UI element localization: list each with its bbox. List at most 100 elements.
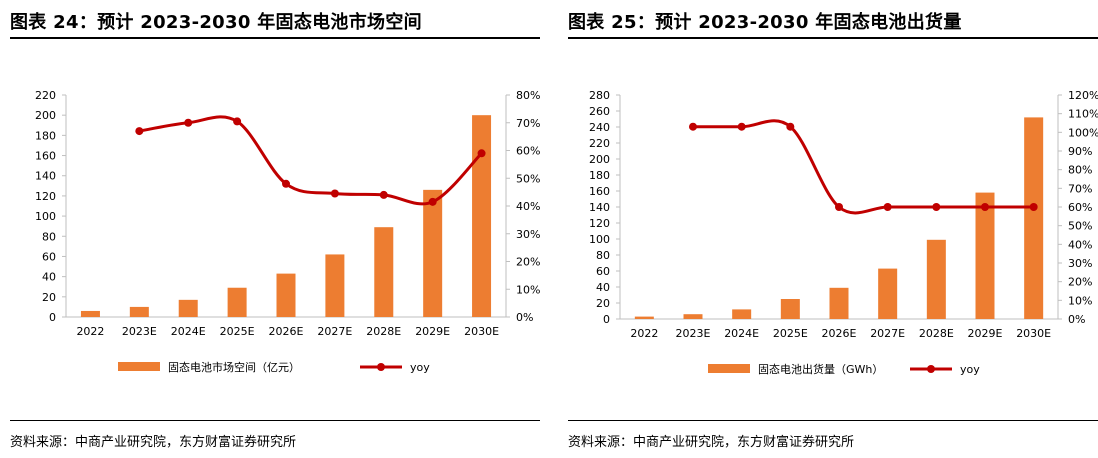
y-right-tick-label: 40% xyxy=(516,200,540,213)
yoy-point xyxy=(379,190,388,199)
x-tick-label: 2024E xyxy=(724,327,759,340)
yoy-point xyxy=(477,149,486,158)
y-left-tick-label: 40 xyxy=(42,271,56,284)
x-tick-label: 2023E xyxy=(676,327,711,340)
bar xyxy=(732,309,752,319)
bar xyxy=(878,268,898,319)
legend-bar-label: 固态电池市场空间（亿元） xyxy=(168,360,300,374)
y-right-tick-label: 10% xyxy=(516,283,540,296)
y-left-tick-label: 280 xyxy=(589,89,610,102)
y-left-tick-label: 20 xyxy=(596,297,610,310)
y-left-tick-label: 60 xyxy=(596,265,610,278)
y-left-tick-label: 140 xyxy=(35,170,56,183)
y-left-tick-label: 180 xyxy=(35,129,56,142)
bar xyxy=(683,314,703,319)
chart-panel-shipments: 图表 25：预计 2023-2030 年固态电池出货量 0 20 40 60 80 100… xyxy=(558,0,1098,458)
y-left-tick-label: 160 xyxy=(35,150,56,163)
bar xyxy=(634,316,654,319)
source-note: 资料来源：中商产业研究院，东方财富证券研究所 xyxy=(568,435,855,450)
x-tick-label: 2027E xyxy=(317,325,352,338)
y-right-tick-label: 110% xyxy=(1068,108,1098,121)
y-right-tick-label: 60% xyxy=(516,145,540,158)
x-tick-label: 2027E xyxy=(870,327,905,340)
yoy-point xyxy=(330,189,339,198)
y-left-tick-label: 0 xyxy=(603,313,610,326)
y-right-tick-label: 40% xyxy=(1068,238,1092,251)
x-tick-label: 2024E xyxy=(171,325,206,338)
yoy-point xyxy=(135,127,144,136)
y-left-tick-label: 120 xyxy=(589,217,610,230)
yoy-point xyxy=(737,122,746,131)
shipments-chart: 0 20 40 60 80 100 120 140 160 180 200 220 240 260 280 0… xyxy=(589,89,1098,376)
chart-panel-market-size: 图表 24：预计 2023-2030 年固态电池市场空间 0 20 40 60 80 10… xyxy=(0,0,540,458)
y-right-tick-label: 90% xyxy=(1068,145,1092,158)
legend-bar-swatch xyxy=(118,362,160,371)
x-tick-label: 2026E xyxy=(822,327,857,340)
y-right-tick-label: 30% xyxy=(516,228,540,241)
bar xyxy=(926,239,946,319)
x-tick-label: 2028E xyxy=(919,327,954,340)
yoy-point xyxy=(883,203,892,211)
legend-line-marker xyxy=(927,365,935,373)
yoy-point xyxy=(981,203,989,211)
x-tick-label: 2029E xyxy=(968,327,1003,340)
y-left-tick-label: 80 xyxy=(42,230,56,243)
bar xyxy=(227,287,247,317)
yoy-point xyxy=(184,118,193,127)
source-rule xyxy=(10,420,540,421)
x-tick-label: 2022 xyxy=(630,327,658,340)
y-left-tick-label: 220 xyxy=(589,137,610,150)
y-left-tick-label: 220 xyxy=(35,89,56,102)
y-right-tick-label: 20% xyxy=(1068,276,1092,289)
y-right-tick-label: 120% xyxy=(1068,89,1098,102)
bar xyxy=(975,192,995,319)
yoy-point xyxy=(282,179,290,188)
y-right-tick-label: 30% xyxy=(1068,257,1092,270)
y-right-tick-label: 50% xyxy=(1068,220,1092,233)
bar xyxy=(374,227,394,317)
y-right-tick-label: 10% xyxy=(1068,294,1092,307)
y-right-tick-label: 20% xyxy=(516,256,540,269)
y-left-tick-label: 140 xyxy=(589,201,610,214)
y-left-tick-label: 80 xyxy=(596,249,610,262)
y-left-tick-label: 60 xyxy=(42,250,56,263)
x-tick-label: 2030E xyxy=(464,325,499,338)
title-rule xyxy=(10,37,540,39)
y-left-tick-label: 260 xyxy=(589,105,610,118)
y-right-tick-label: 70% xyxy=(516,117,540,130)
bar xyxy=(129,306,149,317)
legend-line-label: yoy xyxy=(960,363,980,376)
y-right-tick-label: 100% xyxy=(1068,126,1098,139)
yoy-line xyxy=(693,119,1034,215)
y-left-tick-label: 120 xyxy=(35,190,56,203)
bar xyxy=(276,273,296,317)
y-right-tick-label: 0% xyxy=(1068,313,1085,326)
bar xyxy=(1024,117,1044,320)
x-tick-label: 2025E xyxy=(220,325,255,338)
y-left-tick-label: 160 xyxy=(589,185,610,198)
y-left-tick-label: 0 xyxy=(49,311,56,324)
y-right-tick-label: 50% xyxy=(516,172,540,185)
x-tick-label: 2022 xyxy=(76,325,104,338)
bar xyxy=(178,299,198,317)
y-right-tick-label: 70% xyxy=(1068,182,1092,195)
y-left-tick-label: 200 xyxy=(35,109,56,122)
y-right-tick-label: 0% xyxy=(516,311,533,324)
y-right-tick-label: 80% xyxy=(516,89,540,102)
yoy-point xyxy=(428,197,437,206)
x-tick-label: 2025E xyxy=(773,327,808,340)
yoy-point xyxy=(1029,203,1038,211)
x-tick-label: 2028E xyxy=(366,325,401,338)
y-right-tick-label: 60% xyxy=(1068,201,1092,214)
bar xyxy=(325,254,345,317)
y-left-tick-label: 240 xyxy=(589,121,610,134)
figure-title: 图表 25：预计 2023-2030 年固态电池出货量 xyxy=(568,12,962,33)
y-left-tick-label: 100 xyxy=(35,210,56,223)
yoy-point xyxy=(932,203,941,211)
legend-bar-label: 固态电池出货量（GWh） xyxy=(758,362,883,376)
y-left-tick-label: 180 xyxy=(589,169,610,182)
yoy-point xyxy=(689,122,697,131)
x-tick-label: 2029E xyxy=(415,325,450,338)
figure-title: 图表 24：预计 2023-2030 年固态电池市场空间 xyxy=(10,12,422,33)
bar xyxy=(829,287,849,319)
